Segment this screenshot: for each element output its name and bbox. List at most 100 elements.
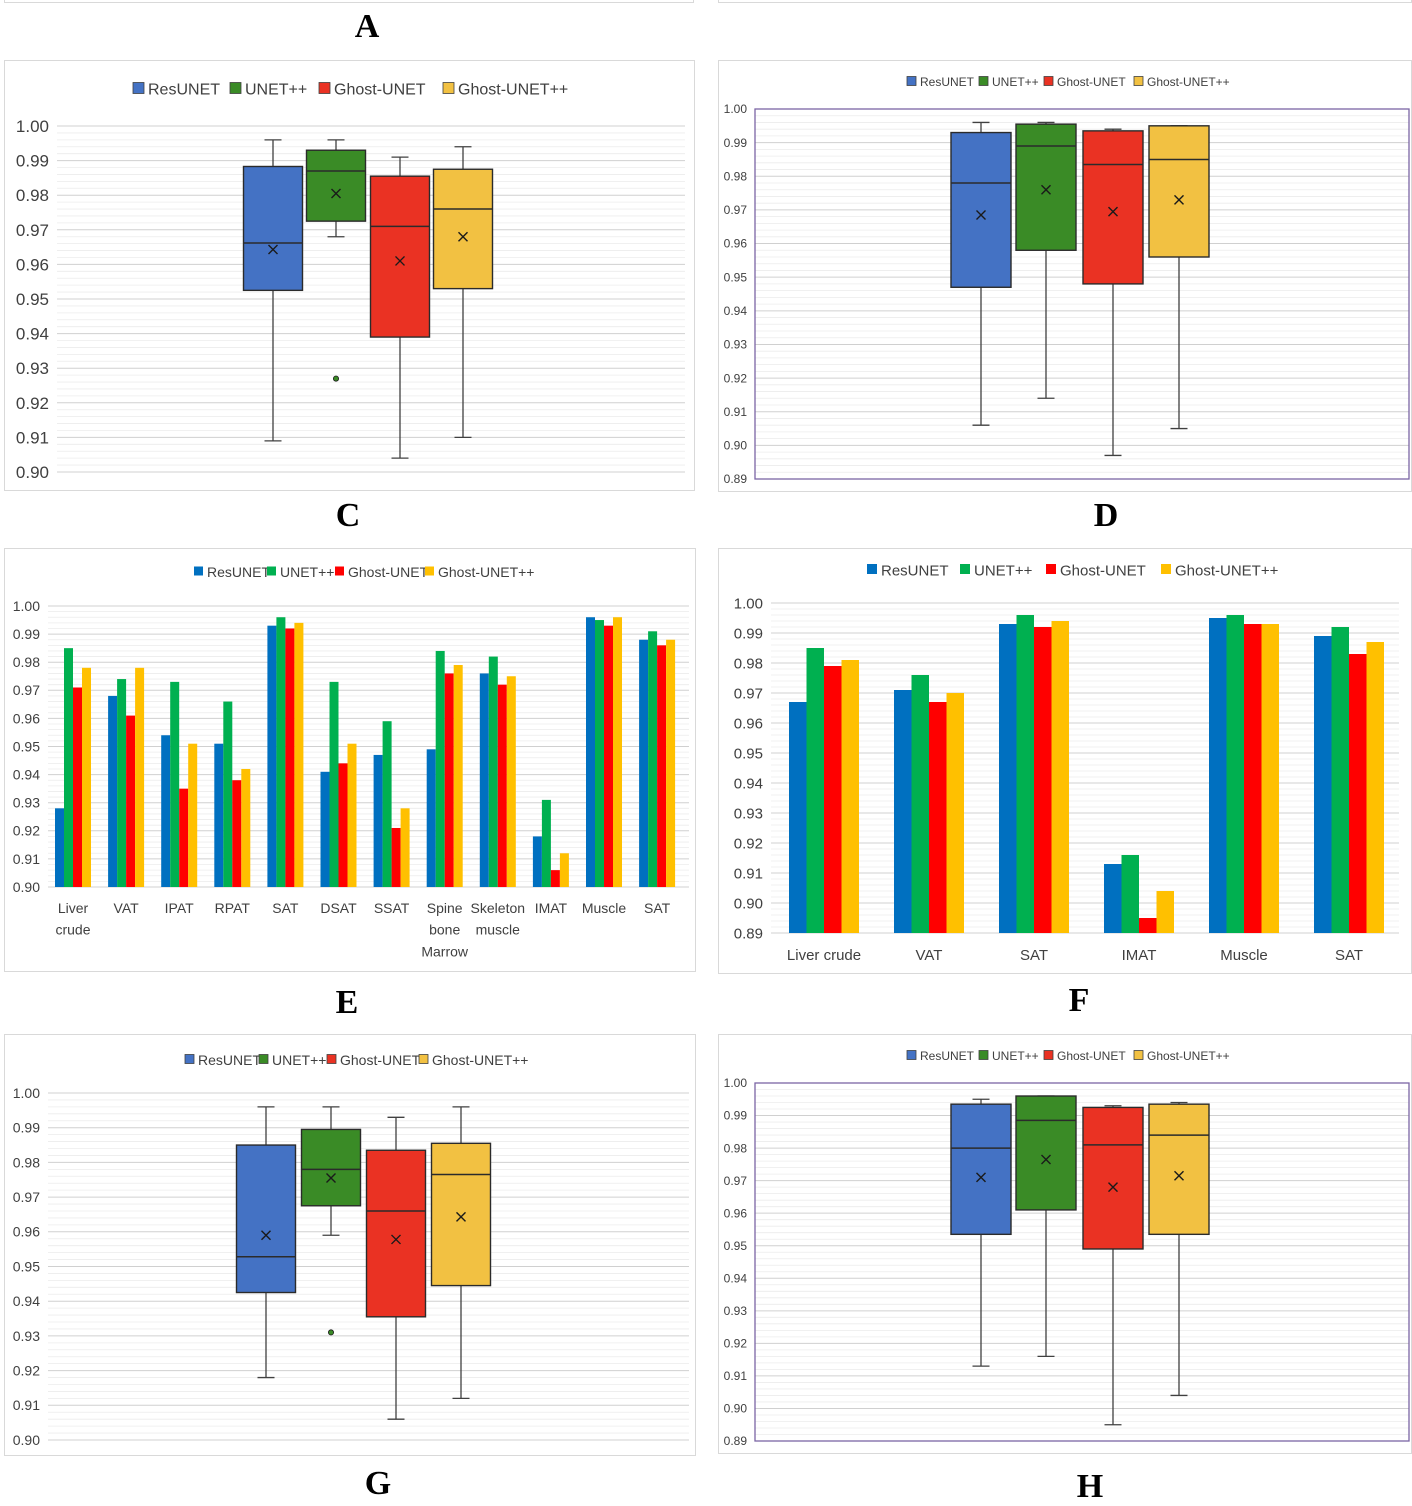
- x-tick-label: IMAT: [1122, 947, 1157, 964]
- bar-2: [806, 648, 824, 933]
- legend-swatch: [418, 1054, 429, 1064]
- y-tick-label: 0.98: [13, 1154, 40, 1170]
- y-tick-label: 0.98: [16, 186, 49, 205]
- x-tick-label: SAT: [1335, 947, 1363, 964]
- y-tick-label: 0.95: [724, 270, 748, 284]
- bar-4: [82, 667, 91, 887]
- y-tick-label: 0.99: [16, 152, 49, 171]
- bar-4: [188, 743, 198, 887]
- legend-label: Ghost-UNET: [340, 1052, 421, 1068]
- y-tick-label: 0.99: [734, 625, 763, 642]
- legend-swatch: [318, 82, 331, 94]
- legend-label: ResUNET: [148, 82, 220, 99]
- chart-f-box-plot: 1.00 0.99 0.98 0.97 0.96 0.95 0.94 0.93 0.92 0.91…: [724, 1049, 1410, 1448]
- legend-swatch: [184, 1054, 195, 1064]
- x-tick-label: SSAT: [374, 900, 410, 916]
- mean-marker: [976, 209, 986, 220]
- legend-label: UNET++: [992, 1049, 1039, 1063]
- chart-f-panel: 1.00 0.99 0.98 0.97 0.96 0.95 0.94 0.93 0.92 0.91…: [718, 1034, 1412, 1454]
- bar-4: [135, 667, 145, 887]
- legend-label: Ghost-UNET++: [1175, 562, 1279, 579]
- y-tick-label: 0.89: [734, 925, 763, 942]
- bar-2: [1331, 627, 1349, 933]
- y-tick-label: 0.91: [16, 428, 49, 447]
- y-tick-label: 0.99: [13, 626, 40, 642]
- legend-label: UNET++: [974, 562, 1033, 579]
- x-tick-label-line: Skeleton: [471, 900, 525, 916]
- legend-swatch: [229, 82, 242, 94]
- y-tick-label: 1.00: [724, 1076, 748, 1090]
- mean-marker: [395, 255, 405, 266]
- box-2: [300, 1128, 362, 1207]
- box-4: [430, 1142, 492, 1287]
- bar-4: [841, 660, 859, 933]
- bar-4: [506, 676, 516, 887]
- plot-frame: [754, 108, 1410, 480]
- mean-marker: [1041, 1154, 1051, 1165]
- box-3: [1082, 1106, 1144, 1250]
- panel-top-left-edge: [4, 0, 694, 3]
- bar-1: [789, 702, 807, 933]
- bar-1: [1209, 618, 1227, 933]
- y-tick-label: 0.98: [724, 169, 748, 183]
- bar-4: [400, 808, 410, 887]
- x-tick-label: Muscle: [582, 900, 627, 916]
- legend-swatch: [1046, 564, 1056, 574]
- bar-2: [276, 617, 286, 887]
- bar-2: [1226, 615, 1244, 933]
- y-tick-label: 0.98: [734, 655, 763, 672]
- bar-3: [604, 625, 613, 887]
- bar-1: [214, 743, 224, 887]
- x-tick-label-line: Liver: [58, 900, 89, 916]
- bar-3: [550, 870, 560, 887]
- panel-letter-d: D: [1093, 497, 1119, 534]
- y-tick-label: 0.97: [724, 203, 748, 217]
- bar-2: [117, 679, 127, 887]
- x-tick-label: IMAT: [535, 900, 568, 916]
- box-1: [950, 1103, 1012, 1236]
- y-tick-label: 0.95: [13, 1258, 40, 1274]
- panel-letter-g: G: [364, 1465, 392, 1502]
- bar-1: [267, 625, 277, 887]
- legend-label: Ghost-UNET++: [432, 1052, 528, 1068]
- y-tick-label: 0.97: [16, 221, 49, 240]
- x-tick-label-line: SAT: [1335, 947, 1363, 964]
- bar-1: [373, 754, 383, 887]
- bar-4: [613, 617, 622, 887]
- chart-b-panel: 1.00 0.99 0.98 0.97 0.96 0.95 0.94 0.93 0.92 0.91…: [718, 60, 1412, 492]
- bar-1: [586, 617, 595, 887]
- panel-top-right-edge: [718, 0, 1412, 3]
- box-1: [242, 165, 304, 292]
- y-tick-label: 0.90: [13, 1432, 40, 1448]
- bar-1: [1104, 864, 1122, 933]
- bar-2: [382, 721, 392, 887]
- panel-letter-a: A: [354, 8, 380, 45]
- y-tick-label: 0.96: [734, 715, 763, 732]
- legend-label: ResUNET: [207, 564, 270, 580]
- panel-letter-e: E: [335, 984, 359, 1021]
- mean-marker: [456, 1211, 466, 1222]
- x-tick-label-line: VAT: [114, 900, 140, 916]
- legend-swatch: [425, 566, 434, 576]
- panel-letter-c: C: [335, 497, 361, 534]
- x-tick-label: DSAT: [320, 900, 357, 916]
- y-tick-label: 0.95: [724, 1239, 748, 1253]
- y-tick-label: 0.90: [13, 879, 40, 895]
- bar-3: [126, 715, 136, 887]
- bar-3: [391, 827, 401, 887]
- x-tick-label-line: IMAT: [535, 900, 568, 916]
- legend-swatch: [978, 1050, 989, 1060]
- y-tick-label: 0.97: [734, 685, 763, 702]
- y-tick-label: 0.92: [13, 823, 40, 839]
- chart-c-bar-chart: 1.00 0.99 0.98 0.97 0.96 0.95 0.94 0.93 0.92 0.91…: [13, 564, 689, 959]
- bar-2: [435, 650, 445, 887]
- x-tick-label-line: SAT: [644, 900, 671, 916]
- legend-label: Ghost-UNET: [1057, 75, 1126, 89]
- bar-2: [595, 620, 604, 887]
- box-2: [1015, 123, 1077, 251]
- y-tick-label: 0.92: [13, 1363, 40, 1379]
- y-tick-label: 0.96: [13, 710, 40, 726]
- bar-4: [453, 665, 463, 887]
- legend-swatch: [960, 564, 970, 574]
- y-tick-label: 0.95: [13, 738, 40, 754]
